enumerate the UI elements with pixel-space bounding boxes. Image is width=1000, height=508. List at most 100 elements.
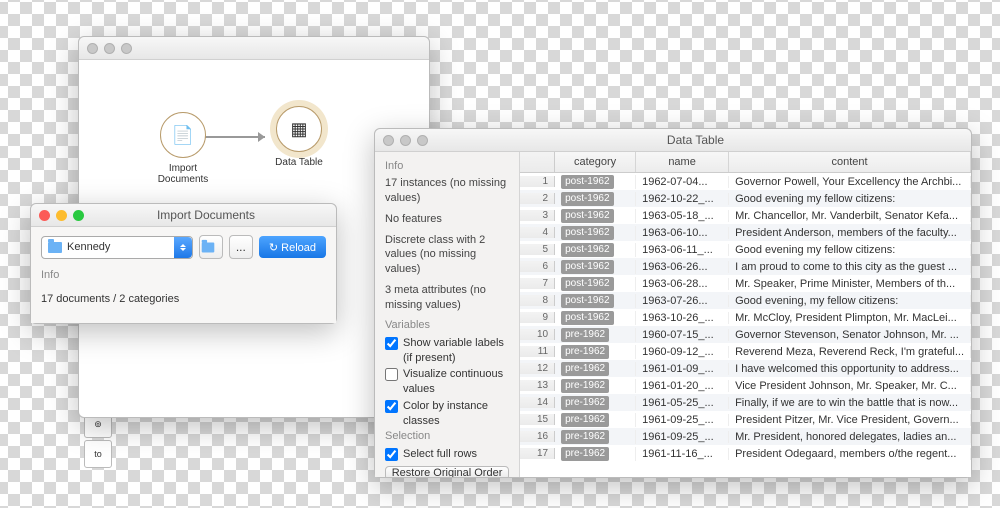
import-titlebar[interactable]: Import Documents bbox=[31, 204, 336, 227]
table-row[interactable]: 3post-19621963-05-18_...Mr. Chancellor, … bbox=[520, 207, 971, 224]
row-index: 8 bbox=[520, 295, 555, 306]
select-full-rows-checkbox[interactable]: Select full rows bbox=[385, 447, 509, 462]
folder-select[interactable]: Kennedy bbox=[41, 236, 193, 259]
row-index: 4 bbox=[520, 227, 555, 238]
import-documents-window: Import Documents Kennedy ... ↻ Reload In… bbox=[30, 203, 337, 324]
selection-header: Selection bbox=[385, 430, 509, 442]
col-name[interactable]: name bbox=[636, 152, 729, 172]
row-index: 6 bbox=[520, 261, 555, 272]
info-header: Info bbox=[385, 160, 509, 172]
cell-content: Vice President Johnson, Mr. Speaker, Mr.… bbox=[729, 380, 971, 392]
cell-content: President Odegaard, members o/the regent… bbox=[729, 448, 971, 460]
cell-content: Reverend Meza, Reverend Reck, I'm gratef… bbox=[729, 346, 971, 358]
table-row[interactable]: 6post-19621963-06-26...I am proud to com… bbox=[520, 258, 971, 275]
table-row[interactable]: 9post-19621963-10-26_...Mr. McCloy, Pres… bbox=[520, 309, 971, 326]
row-index: 17 bbox=[520, 448, 555, 459]
cell-content: Governor Stevenson, Senator Johnson, Mr.… bbox=[729, 329, 971, 341]
visualize-continuous-checkbox[interactable]: Visualize continuous values bbox=[385, 367, 509, 397]
col-index[interactable] bbox=[520, 152, 555, 172]
cell-name: 1961-05-25_... bbox=[636, 397, 729, 409]
table-row[interactable]: 8post-19621963-07-26...Good evening, my … bbox=[520, 292, 971, 309]
table-icon: ▦ bbox=[276, 106, 322, 152]
row-index: 13 bbox=[520, 380, 555, 391]
cell-content: President Anderson, members of the facul… bbox=[729, 227, 971, 239]
cell-category: post-1962 bbox=[555, 175, 636, 189]
cell-content: Mr. President, honored delegates, ladies… bbox=[729, 431, 971, 443]
reload-button[interactable]: ↻ Reload bbox=[259, 236, 326, 258]
browse-button[interactable] bbox=[199, 235, 223, 259]
cell-name: 1961-11-16_... bbox=[636, 448, 729, 460]
table-row[interactable]: 13pre-19621961-01-20_...Vice President J… bbox=[520, 377, 971, 394]
chevron-updown-icon[interactable] bbox=[174, 237, 192, 258]
cell-name: 1963-05-18_... bbox=[636, 210, 729, 222]
cell-content: Good evening, my fellow citizens: bbox=[729, 295, 971, 307]
cell-category: pre-1962 bbox=[555, 362, 636, 376]
cell-category: pre-1962 bbox=[555, 345, 636, 359]
cell-content: Finally, if we are to win the battle tha… bbox=[729, 397, 971, 409]
table-row[interactable]: 10pre-19621960-07-15_...Governor Stevens… bbox=[520, 326, 971, 343]
canvas-titlebar[interactable] bbox=[79, 37, 429, 60]
data-table-titlebar[interactable]: Data Table bbox=[375, 129, 971, 152]
restore-order-button[interactable]: Restore Original Order bbox=[385, 466, 509, 477]
cell-category: post-1962 bbox=[555, 260, 636, 274]
cell-category: pre-1962 bbox=[555, 396, 636, 410]
row-index: 2 bbox=[520, 193, 555, 204]
cell-category: pre-1962 bbox=[555, 379, 636, 393]
color-by-class-checkbox[interactable]: Color by instance classes bbox=[385, 399, 509, 429]
table-row[interactable]: 17pre-19621961-11-16_...President Odegaa… bbox=[520, 445, 971, 462]
table-row[interactable]: 2post-19621962-10-22_...Good evening my … bbox=[520, 190, 971, 207]
table-row[interactable]: 11pre-19621960-09-12_...Reverend Meza, R… bbox=[520, 343, 971, 360]
folder-icon bbox=[202, 242, 215, 252]
data-table-window: Data Table Info 17 instances (no missing… bbox=[374, 128, 972, 478]
table-row[interactable]: 5post-19621963-06-11_...Good evening my … bbox=[520, 241, 971, 258]
table-row[interactable]: 12pre-19621961-01-09_...I have welcomed … bbox=[520, 360, 971, 377]
node-import-documents[interactable]: 📄 Import Documents bbox=[143, 112, 223, 185]
row-index: 10 bbox=[520, 329, 555, 340]
row-index: 5 bbox=[520, 244, 555, 255]
cell-name: 1963-06-26... bbox=[636, 261, 729, 273]
table-header-row: category name content bbox=[520, 152, 971, 173]
cell-category: post-1962 bbox=[555, 311, 636, 325]
cell-name: 1960-07-15_... bbox=[636, 329, 729, 341]
row-index: 9 bbox=[520, 312, 555, 323]
table-row[interactable]: 15pre-19621961-09-25_...President Pitzer… bbox=[520, 411, 971, 428]
zoom-icon[interactable] bbox=[73, 210, 84, 221]
row-index: 14 bbox=[520, 397, 555, 408]
col-category[interactable]: category bbox=[555, 152, 636, 172]
col-content[interactable]: content bbox=[729, 152, 971, 172]
cell-name: 1963-06-28... bbox=[636, 278, 729, 290]
cell-category: pre-1962 bbox=[555, 430, 636, 444]
close-icon[interactable] bbox=[39, 210, 50, 221]
cell-category: post-1962 bbox=[555, 192, 636, 206]
cell-name: 1963-07-26... bbox=[636, 295, 729, 307]
cell-name: 1963-10-26_... bbox=[636, 312, 729, 324]
cell-name: 1960-09-12_... bbox=[636, 346, 729, 358]
cell-name: 1961-01-20_... bbox=[636, 380, 729, 392]
row-index: 15 bbox=[520, 414, 555, 425]
data-grid: category name content 1post-19621962-07-… bbox=[520, 152, 971, 477]
toolbar-button[interactable]: to bbox=[84, 440, 112, 468]
info-text: 17 documents / 2 categories bbox=[41, 285, 326, 309]
row-index: 3 bbox=[520, 210, 555, 221]
row-index: 12 bbox=[520, 363, 555, 374]
row-index: 1 bbox=[520, 176, 555, 187]
node-label: Import Documents bbox=[143, 163, 223, 185]
table-row[interactable]: 7post-19621963-06-28...Mr. Speaker, Prim… bbox=[520, 275, 971, 292]
table-row[interactable]: 14pre-19621961-05-25_...Finally, if we a… bbox=[520, 394, 971, 411]
left-sidebar: Info 17 instances (no missing values)No … bbox=[375, 152, 520, 477]
node-data-table[interactable]: ▦ Data Table bbox=[259, 106, 339, 168]
cell-name: 1961-01-09_... bbox=[636, 363, 729, 375]
more-button[interactable]: ... bbox=[229, 235, 253, 259]
show-labels-checkbox[interactable]: Show variable labels (if present) bbox=[385, 336, 509, 366]
data-table-title: Data Table bbox=[428, 133, 963, 147]
table-row[interactable]: 16pre-19621961-09-25_...Mr. President, h… bbox=[520, 428, 971, 445]
minimize-icon[interactable] bbox=[56, 210, 67, 221]
cell-name: 1962-07-04... bbox=[636, 176, 729, 188]
row-index: 16 bbox=[520, 431, 555, 442]
cell-category: post-1962 bbox=[555, 243, 636, 257]
table-row[interactable]: 1post-19621962-07-04...Governor Powell, … bbox=[520, 173, 971, 190]
table-row[interactable]: 4post-19621963-06-10...President Anderso… bbox=[520, 224, 971, 241]
cell-category: post-1962 bbox=[555, 209, 636, 223]
cell-category: post-1962 bbox=[555, 277, 636, 291]
cell-name: 1963-06-10... bbox=[636, 227, 729, 239]
